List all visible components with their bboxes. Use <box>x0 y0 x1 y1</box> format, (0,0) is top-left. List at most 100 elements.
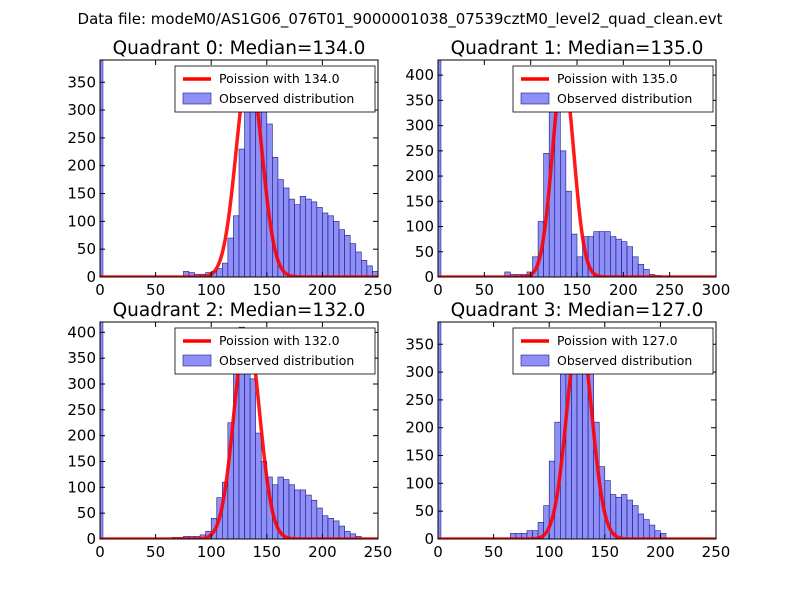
y-tick-label: 250 <box>405 391 434 409</box>
legend-frame <box>174 327 376 375</box>
hist-bar <box>565 190 572 277</box>
x-tick-label: 100 <box>197 281 226 299</box>
subplot-title: Quadrant 3: Median=127.0 <box>451 300 704 321</box>
y-tick-label: 50 <box>77 240 96 258</box>
subplot-2: 0 50 100 150 200 250 0 50 100 150 200 250 300 350 400 Q… <box>67 300 392 561</box>
y-tick-label: 150 <box>67 185 96 203</box>
x-tick-label: 50 <box>146 543 165 561</box>
hist-bar <box>626 246 633 277</box>
hist-bar <box>288 198 295 277</box>
subplot-title: Quadrant 2: Median=132.0 <box>113 300 366 321</box>
hist-bar <box>571 233 578 277</box>
y-tick-label: 150 <box>67 453 96 471</box>
y-tick-label: 150 <box>405 192 434 210</box>
legend-frame <box>174 65 376 113</box>
x-tick-label: 0 <box>95 281 105 299</box>
hist-bar <box>227 237 234 277</box>
hist-bar <box>643 269 650 277</box>
hist-bar <box>310 201 318 277</box>
hist-bar <box>299 489 307 539</box>
hist-bar <box>610 236 617 277</box>
y-tick-label: 250 <box>67 401 96 419</box>
legend-label: Observed distribution <box>557 91 692 106</box>
hist-bar <box>344 234 351 277</box>
y-tick-label: 350 <box>67 349 96 367</box>
hist-bar <box>637 513 645 539</box>
legend: Poission with 135.0 Observed distribution <box>512 65 714 113</box>
hist-bar <box>299 196 307 277</box>
y-tick-label: 50 <box>77 504 96 522</box>
legend-label: Poission with 135.0 <box>557 71 678 86</box>
y-tick-label: 200 <box>67 157 96 175</box>
legend-label: Observed distribution <box>219 353 354 368</box>
hist-bar <box>222 262 229 277</box>
hist-bar <box>255 432 262 539</box>
x-tick-label: 250 <box>655 281 684 299</box>
plot-area <box>438 60 716 277</box>
x-tick-label: 50 <box>484 543 503 561</box>
legend-label: Poission with 134.0 <box>219 71 340 86</box>
legend-bar-marker <box>520 92 550 105</box>
hist-bar <box>593 231 600 277</box>
hist-bar <box>333 520 340 539</box>
y-tick-label: 350 <box>405 335 434 353</box>
x-tick-label: 200 <box>609 281 638 299</box>
x-tick-label: 100 <box>535 543 564 561</box>
hist-bar <box>355 251 362 277</box>
y-tick-label: 0 <box>86 268 96 286</box>
hist-bar <box>100 322 104 539</box>
y-tick-label: 400 <box>405 66 434 84</box>
y-tick-label: 150 <box>405 447 434 465</box>
hist-bar <box>626 499 633 539</box>
x-tick-label: 0 <box>433 281 443 299</box>
hist-bar <box>615 238 622 277</box>
subplot-title: Quadrant 1: Median=135.0 <box>451 38 704 59</box>
legend: Poission with 132.0 Observed distribution <box>174 327 376 375</box>
hist-bar <box>294 204 301 277</box>
y-tick-label: 300 <box>67 375 96 393</box>
legend: Poission with 127.0 Observed distribution <box>512 327 714 375</box>
hist-bar <box>288 484 295 539</box>
hist-bar <box>361 260 368 277</box>
x-tick-label: 0 <box>95 543 105 561</box>
legend-frame <box>512 327 714 375</box>
x-tick-label: 50 <box>146 281 165 299</box>
hist-bar <box>327 215 334 277</box>
y-tick-label: 50 <box>415 243 434 261</box>
hist-bar <box>576 256 583 277</box>
x-tick-label: 150 <box>252 543 281 561</box>
hist-bar <box>604 231 611 277</box>
hist-bar <box>327 518 334 539</box>
figure-suptitle: Data file: modeM0/AS1G06_076T01_90000010… <box>78 10 723 29</box>
axes-frame <box>437 321 717 540</box>
y-tick-label: 300 <box>67 101 96 119</box>
x-tick-label: 200 <box>308 281 337 299</box>
hist-bar <box>632 505 639 539</box>
y-tick-label: 100 <box>67 212 96 230</box>
hist-bar <box>283 187 290 277</box>
subplot-1: 0 50 100 150 200 250 300 0 50 100 150 200 250 300 350 4… <box>405 38 730 299</box>
hist-bar <box>283 479 290 539</box>
x-tick-label: 250 <box>364 281 393 299</box>
poisson-curve <box>100 66 378 277</box>
x-tick-label: 100 <box>197 543 226 561</box>
x-tick-label: 250 <box>702 543 731 561</box>
y-tick-label: 0 <box>86 530 96 548</box>
poisson-curve <box>438 70 716 277</box>
legend-bar-marker <box>182 354 212 367</box>
legend-label: Observed distribution <box>219 91 354 106</box>
x-tick-label: 0 <box>433 543 443 561</box>
subplot-title: Quadrant 0: Median=134.0 <box>113 38 366 59</box>
y-tick-label: 250 <box>67 129 96 147</box>
y-tick-label: 200 <box>405 419 434 437</box>
hist-bar <box>438 322 442 539</box>
y-tick-label: 300 <box>405 363 434 381</box>
hist-bar <box>338 525 345 539</box>
hist-bar <box>100 60 104 277</box>
x-tick-label: 50 <box>475 281 494 299</box>
legend-label: Poission with 132.0 <box>219 333 340 348</box>
hist-bar <box>615 496 622 539</box>
y-tick-label: 100 <box>405 474 434 492</box>
x-tick-label: 150 <box>252 281 281 299</box>
hist-bar <box>560 150 567 277</box>
